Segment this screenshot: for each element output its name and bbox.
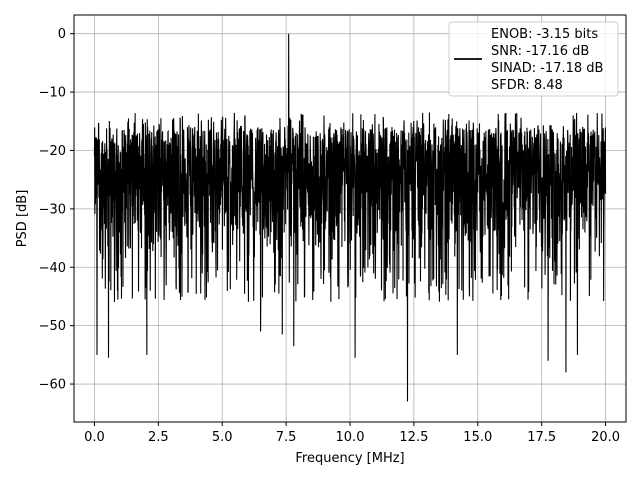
y-tick-label: −10	[39, 86, 66, 101]
x-tick-label: 17.5	[527, 430, 556, 445]
x-tick-label: 12.5	[399, 430, 428, 445]
psd-series-line	[93, 33, 607, 402]
x-axis-ticks: 0.0 2.5 5.0 7.5 10.0 12.5 15.0 17.5 20.0	[84, 422, 620, 445]
y-tick-label: 0	[58, 27, 66, 42]
legend-line-sinad: SINAD: -17.18 dB	[491, 61, 603, 76]
y-tick-label: −40	[39, 261, 66, 276]
x-tick-label: 15.0	[463, 430, 492, 445]
x-tick-label: 2.5	[148, 430, 169, 445]
y-tick-label: −20	[39, 144, 66, 159]
y-axis-label: PSD [dB]	[15, 190, 30, 248]
legend-line-snr: SNR: -17.16 dB	[491, 44, 589, 59]
legend: ENOB: -3.15 bits SNR: -17.16 dB SINAD: -…	[448, 21, 619, 97]
x-tick-label: 7.5	[276, 430, 297, 445]
legend-box	[448, 21, 619, 97]
legend-line-enob: ENOB: -3.15 bits	[491, 27, 598, 42]
y-tick-label: −60	[39, 378, 66, 393]
x-tick-label: 20.0	[591, 430, 620, 445]
y-tick-label: −50	[39, 319, 66, 334]
x-tick-label: 0.0	[84, 430, 105, 445]
x-tick-label: 10.0	[336, 430, 365, 445]
y-axis-ticks: 0 −10 −20 −30 −40 −50 −60	[39, 27, 74, 393]
plot-area	[93, 33, 607, 402]
y-tick-label: −30	[39, 202, 66, 217]
legend-line-sfdr: SFDR: 8.48	[491, 78, 563, 93]
x-tick-label: 5.0	[212, 430, 233, 445]
x-axis-label: Frequency [MHz]	[295, 451, 404, 466]
